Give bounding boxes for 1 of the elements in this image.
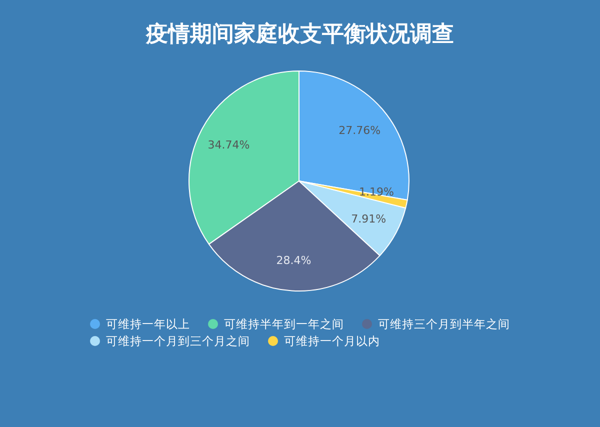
title: 疫情期间家庭收支平衡状况调查 xyxy=(146,22,454,47)
